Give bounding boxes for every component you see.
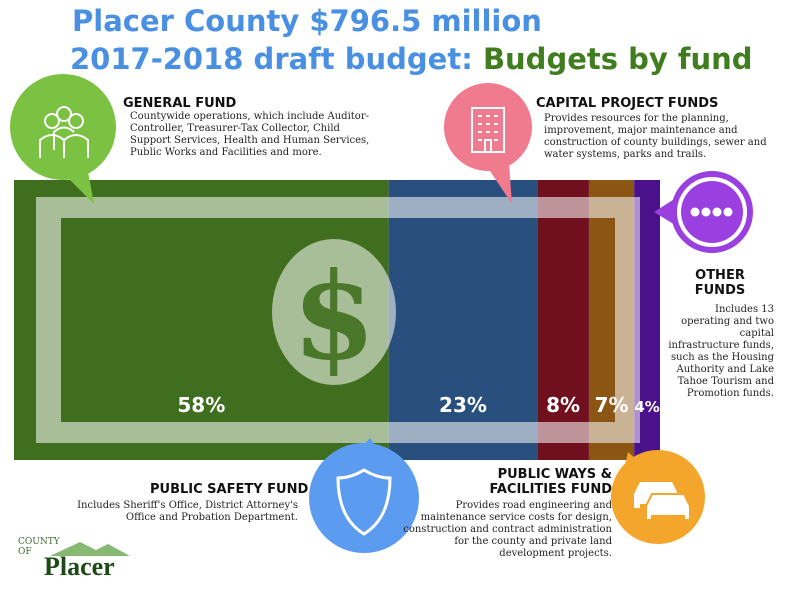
other-funds-heading-line-2: FUNDS	[694, 283, 746, 298]
mountain-logo-icon	[50, 542, 130, 556]
public-safety-callout	[309, 438, 419, 553]
public-ways-heading-line-2: FACILITIES FUND	[489, 482, 612, 497]
bar-segment-safety	[388, 180, 538, 460]
other-funds-heading-line-1: OTHER	[695, 268, 745, 283]
more-dots-icon	[690, 207, 733, 217]
public-ways-heading-line-1: PUBLIC WAYS &	[497, 467, 612, 482]
public-ways-callout	[611, 450, 705, 544]
value-label-capital: 8%	[546, 393, 580, 417]
bar-segment-capital	[537, 180, 589, 460]
money-overlay: $	[36, 197, 640, 443]
dollar-sign-icon: $	[292, 246, 376, 387]
public-safety-heading: PUBLIC SAFETY FUND	[150, 482, 309, 497]
other-funds-heading: OTHER FUNDS	[680, 268, 760, 298]
shield-icon	[336, 468, 392, 536]
other-funds-description: Includes 13 operating and two capital in…	[668, 304, 774, 399]
public-safety-description: Includes Sheriff's Office, District Atto…	[77, 500, 298, 523]
people-icon	[39, 106, 89, 158]
logo-name: Placer	[44, 552, 115, 581]
title-line-1: Placer County $796.5 million	[72, 4, 542, 38]
value-label-other: 4%	[634, 398, 659, 416]
bill-oval	[272, 239, 396, 385]
capital-funds-heading: CAPITAL PROJECT FUNDS	[536, 96, 719, 111]
title-highlight: Budgets by fund	[482, 42, 753, 76]
other-funds-callout	[654, 171, 753, 253]
capital-funds-description: Provides resources for the planning, imp…	[544, 113, 767, 160]
title-prefix: 2017-2018 draft budget:	[70, 42, 473, 76]
capital-funds-callout	[444, 83, 532, 204]
general-fund-description: Countywide operations, which include Aud…	[130, 111, 370, 158]
value-label-safety: 23%	[439, 393, 487, 417]
value-label-ways: 7%	[595, 393, 629, 417]
value-label-general: 58%	[177, 393, 225, 417]
general-fund-callout	[10, 74, 116, 204]
public-ways-heading: PUBLIC WAYS & FACILITIES FUND	[480, 467, 612, 497]
general-fund-heading: GENERAL FUND	[123, 96, 237, 111]
bar-segments	[14, 180, 660, 460]
building-icon	[471, 107, 505, 153]
logo-small-text: COUNTY OF	[18, 537, 60, 557]
public-ways-description: Provides road engineering and maintenanc…	[403, 500, 612, 559]
title-line-2: 2017-2018 draft budget: Budgets by fund	[70, 42, 753, 76]
bar-labels: 58% 23% 8% 7% 4%	[177, 393, 659, 417]
cars-icon	[634, 482, 691, 521]
